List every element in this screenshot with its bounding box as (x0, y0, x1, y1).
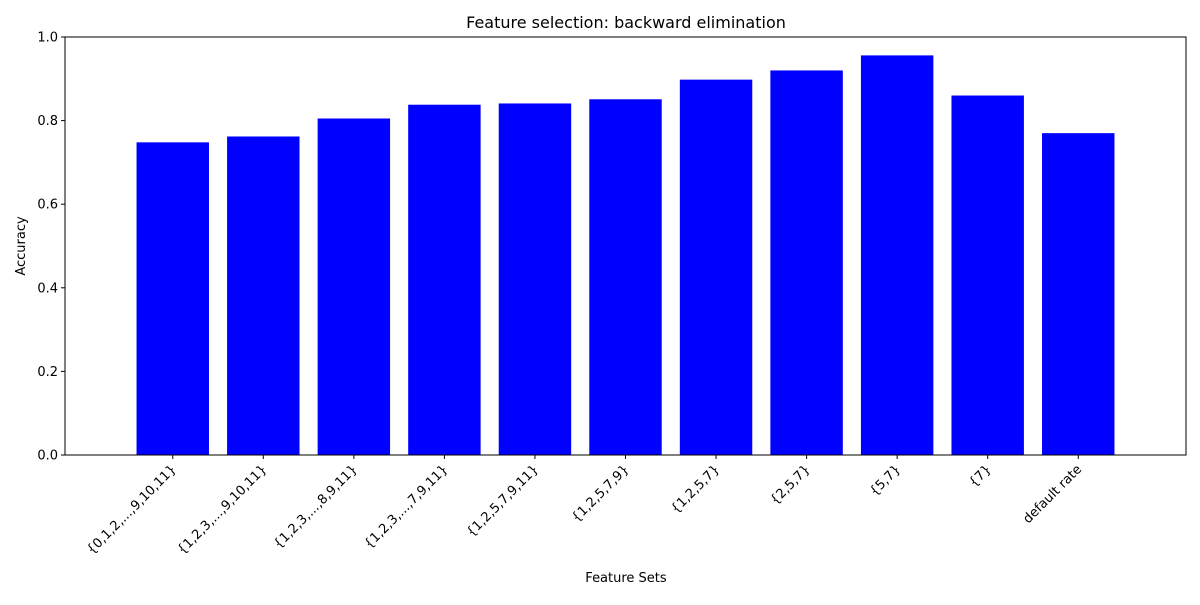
bar (408, 104, 481, 455)
x-tick-label: {2,5,7} (768, 462, 814, 508)
x-tick-label: {5,7} (867, 462, 904, 499)
y-tick-label: 0.4 (37, 281, 58, 296)
x-tick-label: {1,2,3,...,8,9,11} (271, 462, 361, 552)
x-tick-label: {1,2,5,7,9,11} (464, 462, 542, 540)
x-tick-label: {1,2,3,...,9,10,11} (175, 462, 270, 557)
x-tick-label: {7} (966, 462, 994, 490)
bar (951, 95, 1024, 456)
y-tick-label: 0.6 (37, 198, 58, 213)
y-tick-label: 0.2 (37, 365, 58, 380)
bar (770, 70, 843, 455)
x-tick-label: {1,2,3,...,7,9,11} (362, 462, 452, 552)
bar (1042, 133, 1115, 455)
bar (589, 99, 662, 456)
y-tick-label: 1.0 (37, 31, 58, 46)
bar (498, 103, 572, 455)
x-tick-label: {1,2,5,7} (668, 462, 722, 516)
y-tick-label: 0.0 (37, 449, 58, 464)
bar (679, 79, 753, 456)
y-tick-label: 0.8 (37, 114, 58, 129)
bar (227, 136, 300, 455)
bar (317, 118, 391, 455)
x-tick-label: default rate (1021, 462, 1086, 527)
chart-title: Feature selection: backward elimination (466, 13, 786, 32)
x-tick-label: {0,1,2,...,9,10,11} (84, 462, 179, 557)
bar (136, 142, 209, 455)
y-axis-label: Accuracy (14, 216, 29, 276)
bar (860, 55, 934, 455)
x-tick-label: {1,2,5,7,9} (569, 462, 632, 525)
bars-layer (136, 55, 1115, 456)
x-axis-label: Feature Sets (585, 571, 667, 586)
